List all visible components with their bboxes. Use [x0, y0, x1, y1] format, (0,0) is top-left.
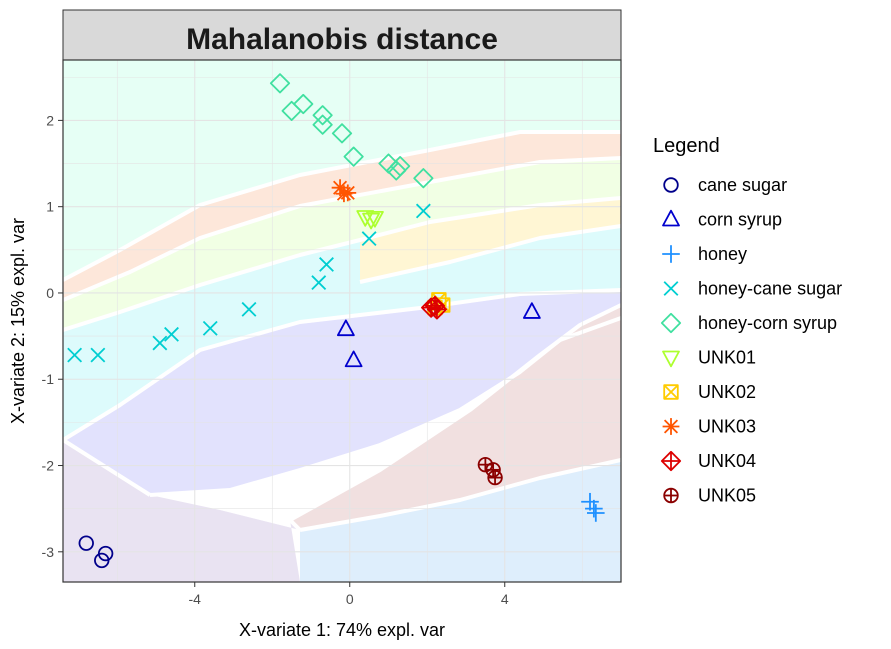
point-honey-corn-syrup: [293, 93, 314, 115]
point-honey-corn-syrup: [390, 156, 411, 177]
legend-label-unk04: UNK04: [698, 451, 756, 471]
legend-marker-unk03: [662, 418, 680, 435]
legend-label-unk03: UNK03: [698, 417, 756, 437]
title-strip: [62, 9, 622, 61]
point-honey: [585, 499, 603, 518]
region-honey-cane-sugar: [63, 226, 621, 440]
y-tick-label: 2: [46, 112, 54, 128]
legend-label-unk05: UNK05: [698, 486, 756, 506]
y-tick-label: 1: [46, 199, 54, 215]
point-honey-cane-sugar: [241, 301, 257, 317]
panel-border: [62, 59, 622, 583]
point-honey-cane-sugar: [361, 231, 377, 247]
y-axis: -3 -2 -1 0 1 2: [42, 112, 63, 560]
legend-marker-corn-syrup: [662, 209, 680, 227]
region-unk05: [290, 305, 621, 530]
region-corn-syrup: [63, 290, 621, 495]
point-honey-corn-syrup: [413, 168, 434, 189]
legend-marker-honey-cane-sugar: [663, 281, 679, 296]
point-honey-cane-sugar: [152, 335, 168, 351]
point-honey-corn-syrup: [386, 160, 407, 181]
y-tick-label: -1: [42, 371, 55, 387]
legend-label-unk01: UNK01: [698, 348, 756, 368]
point-honey-cane-sugar: [67, 347, 83, 363]
region-boundaries: [63, 130, 621, 532]
x-tick-label: -4: [189, 591, 202, 607]
legend-title: Legend: [653, 135, 720, 157]
region-cane-sugar: [63, 440, 300, 582]
legend-label-corn-syrup: corn syrup: [698, 210, 782, 230]
point-corn-syrup: [336, 319, 355, 337]
legend-marker-unk04: [660, 450, 682, 472]
legend-marker-unk01: [662, 350, 680, 368]
point-honey-corn-syrup: [312, 105, 333, 126]
legend-marker-cane-sugar: [663, 177, 679, 193]
point-cane-sugar: [94, 552, 110, 569]
plot-panel: [63, 60, 621, 582]
point-unk04: [426, 299, 448, 320]
legend-marker-honey: [662, 245, 680, 263]
point-unk03: [339, 184, 357, 202]
region-unk02: [360, 198, 621, 282]
classification-regions: [63, 60, 621, 582]
x-tick-label: 0: [346, 591, 354, 607]
legend-label-cane-sugar: cane sugar: [698, 175, 787, 195]
legend-label-unk02: UNK02: [698, 382, 756, 402]
y-tick-label: 0: [46, 285, 54, 301]
point-honey: [581, 492, 599, 511]
legend-label-honey-cane-sugar: honey-cane sugar: [698, 279, 842, 299]
point-honey-corn-syrup: [331, 123, 353, 144]
point-unk04: [424, 295, 446, 317]
y-axis-title: X-variate 2: 15% expl. var: [8, 218, 28, 424]
point-unk05: [485, 462, 501, 478]
point-honey-corn-syrup: [269, 73, 291, 94]
legend-label-honey: honey: [698, 244, 747, 264]
legend-marker-unk05: [663, 487, 679, 504]
point-cane-sugar: [78, 535, 94, 551]
y-tick-label: -2: [42, 458, 55, 474]
grid-lines: [63, 60, 621, 582]
chart-title: Mahalanobis distance: [186, 23, 498, 56]
point-honey: [587, 504, 605, 522]
legend-marker-honey-corn-syrup: [660, 312, 682, 334]
x-axis-title: X-variate 1: 74% expl. var: [239, 620, 445, 640]
point-honey-cane-sugar: [319, 257, 334, 272]
point-honey-corn-syrup: [312, 114, 333, 135]
region-honey-corn-syrup: [63, 60, 621, 280]
legend-label-honey-corn-syrup: honey-corn syrup: [698, 313, 837, 333]
point-honey-cane-sugar: [311, 275, 327, 291]
point-unk01: [356, 210, 375, 227]
x-axis: -4 0 4: [189, 582, 509, 607]
point-honey-cane-sugar: [415, 203, 431, 219]
x-tick-label: 4: [501, 591, 509, 607]
y-tick-label: -3: [42, 544, 55, 560]
point-unk01: [362, 212, 380, 230]
point-honey-corn-syrup: [343, 146, 364, 167]
legend-marker-unk02: [663, 384, 679, 400]
point-honey-cane-sugar: [164, 326, 179, 342]
point-corn-syrup: [522, 302, 541, 319]
point-corn-syrup: [344, 350, 363, 368]
point-honey-cane-sugar: [90, 347, 106, 363]
point-honey-cane-sugar: [202, 320, 218, 336]
point-unk05: [487, 469, 503, 486]
point-unk01: [366, 210, 384, 228]
legend: cane sugar corn syrup honey honey-cane suga…: [660, 175, 842, 506]
data-points: [67, 73, 605, 569]
region-unk03: [63, 132, 621, 300]
